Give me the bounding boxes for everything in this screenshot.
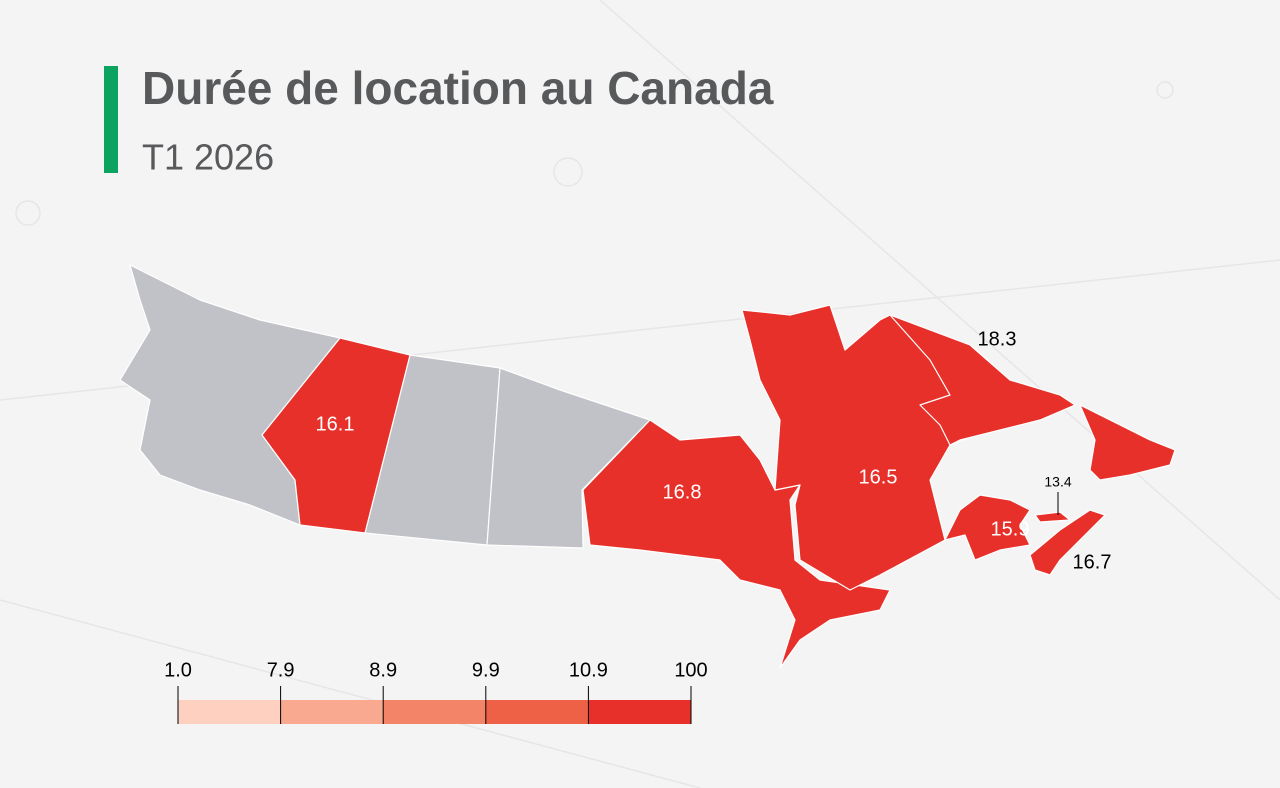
region: [582, 419, 891, 669]
legend-swatch: [178, 700, 281, 724]
region-label: 16.5: [859, 466, 898, 488]
legend-label: 10.9: [569, 659, 608, 681]
region: [1034, 511, 1071, 523]
region: [1029, 509, 1106, 576]
legend-swatch: [485, 700, 589, 724]
legend-label: 9.9: [472, 659, 500, 681]
legend-label: 100: [674, 659, 707, 681]
legend-swatch: [588, 700, 691, 724]
region: [486, 367, 651, 549]
legend-swatch: [383, 700, 486, 724]
regions: [261, 304, 1176, 669]
region-label: 15.9: [991, 518, 1030, 540]
title-accent: [104, 66, 118, 173]
legend: 1.0 7.9 8.9 9.9 10.9 100: [164, 659, 708, 724]
region: [261, 337, 411, 534]
region: [119, 264, 341, 526]
legend-label: 7.9: [267, 659, 295, 681]
region-label: 16.7: [1073, 551, 1112, 573]
region-label: 13.4: [1044, 474, 1071, 490]
region-label: 16.1: [316, 413, 355, 435]
region-label: 16.8: [663, 481, 702, 503]
legend-label: 1.0: [164, 659, 192, 681]
region: [1079, 404, 1176, 481]
no-data-regions: [119, 264, 651, 549]
subtitle: T1 2026: [142, 137, 274, 178]
legend-swatch: [280, 700, 384, 724]
region: [944, 494, 1031, 561]
legend-label: 8.9: [369, 659, 397, 681]
region: [889, 314, 1076, 446]
region-label: 18.3: [978, 328, 1017, 350]
title: Durée de location au Canada: [142, 62, 774, 114]
